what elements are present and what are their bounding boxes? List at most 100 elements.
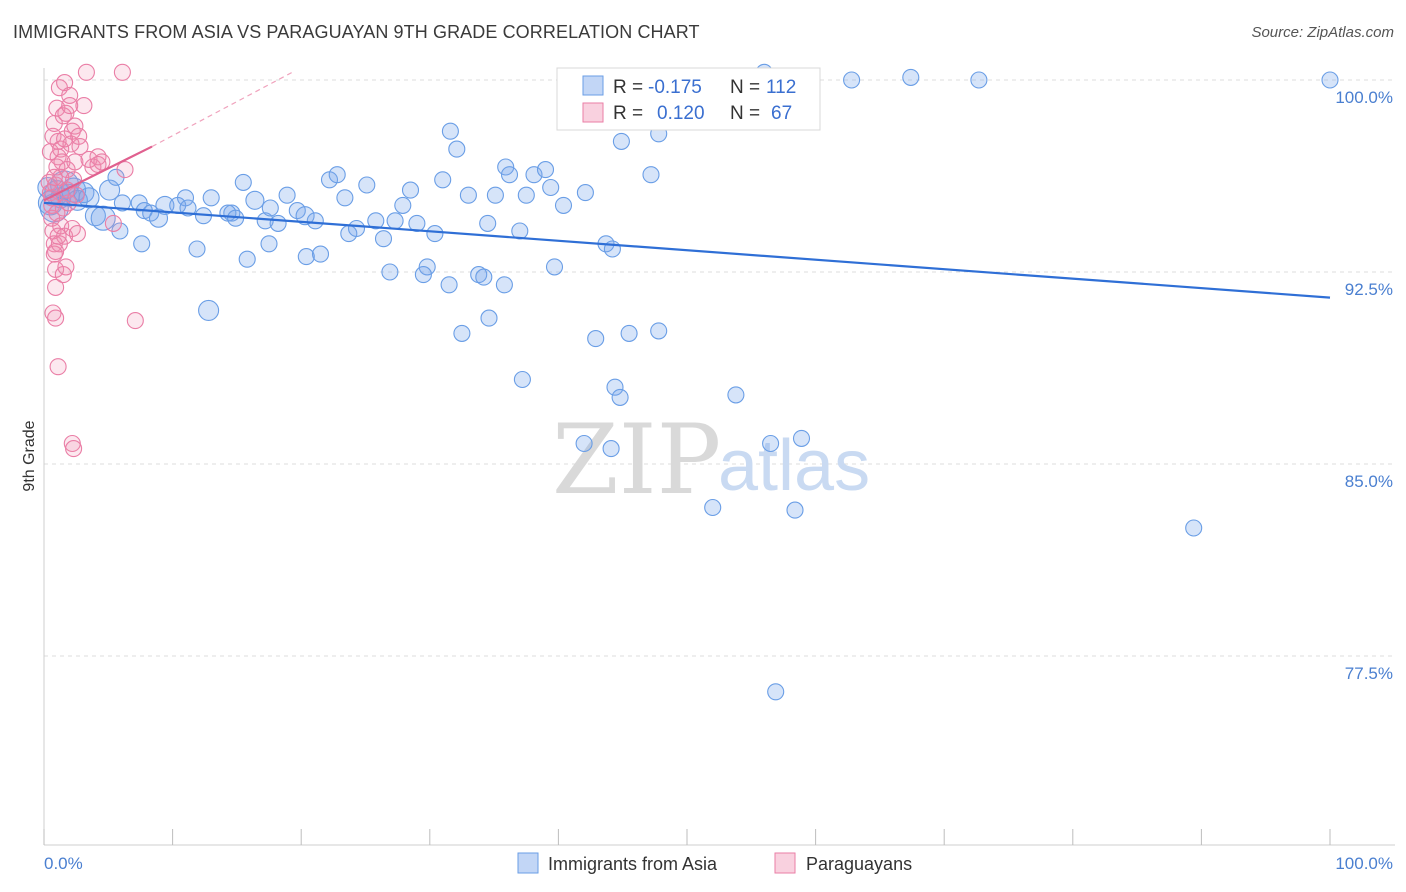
- legend-swatch-paraguayans: [774, 852, 796, 874]
- point-asia-90: [414, 266, 432, 284]
- stats-n-label-paraguayans: N =: [730, 103, 760, 124]
- point-paraguayans-48: [68, 225, 86, 243]
- point-asia-34: [278, 186, 296, 204]
- point-asia-68: [612, 132, 630, 150]
- point-paraguayans-23: [61, 97, 79, 115]
- point-asia-46: [386, 212, 404, 230]
- x-tick-label-end: 100.0%: [1335, 854, 1393, 873]
- point-paraguayans-61: [48, 158, 66, 176]
- point-asia-95: [545, 258, 564, 276]
- point-asia-85: [260, 235, 278, 253]
- point-paraguayans-8: [47, 278, 65, 296]
- point-asia-105: [602, 440, 620, 458]
- point-paraguayans-29: [66, 153, 84, 171]
- point-asia-32: [261, 199, 279, 217]
- x-axis-ticks: [43, 829, 1331, 845]
- point-asia-103: [727, 386, 745, 404]
- point-paraguayans-22: [61, 86, 79, 104]
- point-paraguayans-36: [77, 63, 95, 81]
- point-asia-89: [418, 258, 436, 276]
- point-asia-91: [440, 276, 458, 294]
- point-asia-78: [970, 71, 988, 89]
- point-asia-47: [394, 196, 412, 214]
- point-paraguayans-37: [113, 63, 131, 81]
- y-tick-label-0: 100.0%: [1335, 88, 1393, 107]
- point-asia-64: [554, 196, 573, 214]
- point-asia-20: [155, 195, 175, 215]
- point-asia-39: [328, 166, 346, 184]
- point-asia-63: [542, 178, 560, 197]
- point-asia-84: [238, 250, 256, 268]
- point-paraguayans-20: [56, 74, 74, 92]
- stats-n-label-asia: N =: [730, 77, 760, 98]
- legend-swatch-asia: [517, 852, 539, 874]
- point-asia-30: [245, 190, 265, 210]
- point-asia-87: [311, 245, 330, 263]
- point-asia-111: [767, 683, 785, 701]
- point-asia-40: [336, 189, 354, 207]
- point-asia-57: [497, 158, 515, 176]
- point-asia-29: [234, 173, 252, 191]
- point-asia-104: [575, 434, 593, 453]
- stats-r-value-paraguayans: 0.120: [657, 103, 705, 124]
- point-asia-25: [202, 189, 220, 207]
- stats-n-value-paraguayans: 67: [771, 103, 792, 124]
- point-asia-82: [133, 235, 151, 253]
- point-paraguayans-66: [49, 227, 67, 245]
- point-asia-37: [306, 212, 324, 230]
- point-paraguayans-18: [54, 107, 72, 125]
- point-asia-33: [269, 214, 287, 232]
- stats-legend-swatch-paraguayans: [582, 102, 604, 123]
- point-asia-50: [426, 225, 444, 243]
- point-paraguayans-44: [47, 242, 65, 261]
- y-tick-label-1: 92.5%: [1345, 280, 1393, 299]
- trend-lines: [43, 71, 1331, 299]
- point-asia-54: [459, 186, 477, 204]
- point-asia-99: [587, 330, 605, 348]
- point-asia-70: [620, 324, 638, 342]
- point-asia-44: [367, 212, 385, 230]
- point-paraguayans-10: [47, 309, 65, 327]
- trend-line-asia: [43, 201, 1331, 299]
- point-asia-62: [536, 161, 555, 179]
- source-label: Source: ZipAtlas.com: [1251, 24, 1394, 41]
- stats-legend: R = -0.175 N = 112 R = 0.120 N = 67: [556, 67, 821, 131]
- point-asia-83: [188, 240, 206, 258]
- legend-label-paraguayans: Paraguayans: [806, 854, 912, 874]
- stats-r-label-paraguayans: R =: [613, 103, 643, 124]
- point-asia-106: [704, 498, 722, 517]
- stats-legend-box: [556, 67, 821, 131]
- point-asia-107: [762, 434, 780, 453]
- point-asia-101: [606, 378, 624, 396]
- point-paraguayans-38: [116, 161, 134, 179]
- point-asia-52: [441, 122, 459, 140]
- stats-n-value-asia: 112: [766, 77, 796, 98]
- stats-r-value-asia: -0.175: [648, 77, 702, 98]
- point-asia-108: [792, 429, 811, 447]
- point-paraguayans-62: [45, 168, 63, 186]
- point-asia-77: [902, 68, 920, 86]
- y-tick-labels: 100.0% 92.5% 85.0% 77.5%: [1335, 88, 1393, 683]
- point-paraguayans-9: [44, 304, 62, 322]
- point-asia-43: [358, 176, 376, 194]
- stats-legend-swatch-asia: [582, 75, 604, 96]
- trend-line-paraguayans: [43, 145, 153, 202]
- point-paraguayans-21: [57, 104, 75, 122]
- point-paraguayans-49: [104, 214, 122, 232]
- point-asia-48: [401, 181, 420, 199]
- trend-extension-paraguayans: [151, 71, 293, 148]
- point-asia-51: [434, 171, 452, 189]
- stats-r-label-asia: R =: [613, 77, 643, 98]
- chart-title: IMMIGRANTS FROM ASIA VS PARAGUAYAN 9TH G…: [13, 22, 700, 42]
- point-asia-79: [1321, 71, 1339, 89]
- point-paraguayans-40: [48, 204, 66, 222]
- point-asia-65: [576, 184, 594, 202]
- point-asia-53: [448, 140, 466, 158]
- point-asia-109: [786, 501, 804, 519]
- point-asia-60: [517, 186, 535, 204]
- point-paraguayans-46: [57, 258, 75, 276]
- point-asia-93: [475, 268, 493, 286]
- point-paraguayans-11: [49, 358, 67, 376]
- grid-lines: [44, 79, 1395, 657]
